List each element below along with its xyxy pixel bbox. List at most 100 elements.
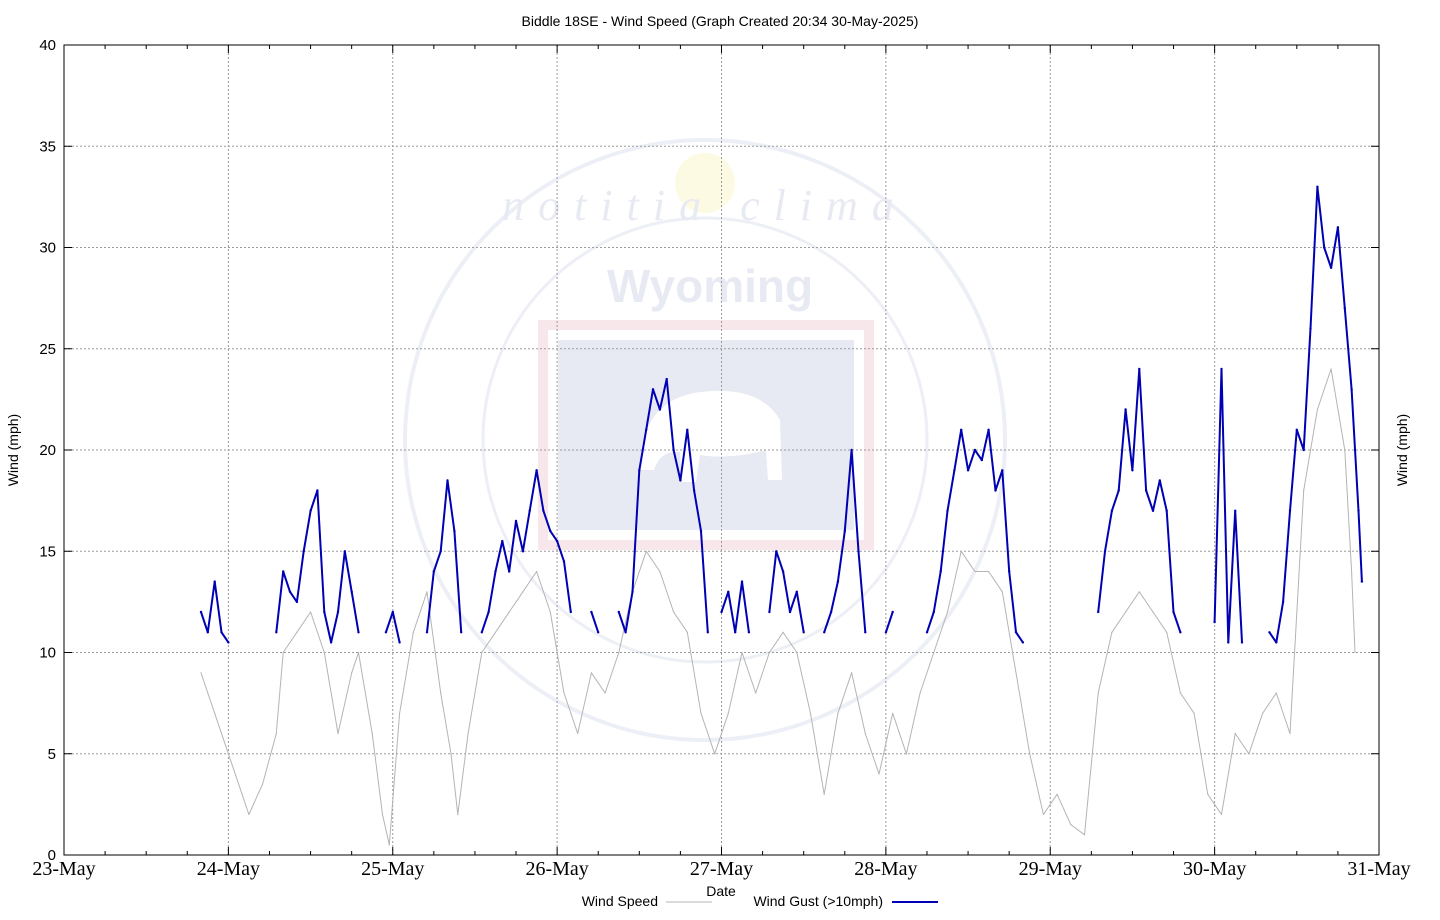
data-point	[227, 753, 229, 755]
data-point	[1281, 600, 1285, 604]
series-line-segment	[200, 580, 230, 643]
data-point	[809, 712, 812, 714]
data-point	[651, 388, 655, 391]
data-point	[734, 631, 737, 634]
data-point	[371, 732, 373, 735]
data-point	[508, 570, 511, 573]
watermark-seal: Wyoming notitia clima	[403, 138, 1007, 742]
data-point	[1234, 732, 1236, 735]
data-point	[946, 509, 949, 512]
data-point	[337, 732, 339, 735]
data-point	[343, 550, 346, 553]
data-point	[555, 539, 559, 543]
data-point	[501, 539, 504, 543]
data-point	[850, 448, 853, 452]
watermark-flag-border	[538, 320, 874, 550]
data-point	[381, 813, 384, 816]
data-point	[1111, 631, 1113, 633]
data-point	[788, 610, 792, 614]
data-point	[1268, 631, 1271, 634]
data-point	[1351, 570, 1353, 573]
data-point	[679, 479, 682, 482]
data-point	[1330, 368, 1332, 370]
data-point	[617, 610, 620, 614]
legend-label-wind-gust: Wind Gust (>10mph)	[753, 893, 883, 909]
data-point	[782, 631, 784, 633]
data-point	[645, 428, 648, 431]
data-point	[892, 712, 894, 714]
data-point	[747, 631, 751, 634]
data-point	[1158, 479, 1162, 482]
data-point	[487, 610, 490, 614]
data-point	[288, 590, 292, 593]
data-point	[1179, 631, 1182, 634]
wind-speed-series	[200, 368, 1356, 846]
data-point	[590, 672, 593, 674]
data-point	[1042, 813, 1044, 816]
data-point	[1248, 753, 1250, 755]
data-point	[248, 813, 250, 816]
data-point	[323, 651, 325, 654]
data-point	[1354, 651, 1356, 654]
data-point	[829, 610, 833, 614]
data-point	[891, 610, 894, 614]
data-point	[220, 631, 223, 634]
data-point	[384, 631, 388, 634]
data-point	[673, 611, 675, 613]
x-tick-label: 31-May	[1347, 858, 1410, 880]
data-point	[481, 651, 483, 654]
watermark-flag-field	[558, 340, 854, 530]
data-point	[925, 631, 929, 634]
data-point	[1110, 509, 1114, 512]
data-point	[1001, 591, 1003, 593]
series-line-segment	[275, 489, 360, 644]
data-point	[1144, 489, 1148, 492]
data-point	[536, 570, 538, 573]
data-point	[1336, 226, 1340, 229]
data-point	[336, 610, 340, 614]
data-point	[1275, 692, 1277, 694]
series-line-segment	[768, 550, 805, 633]
data-point	[1131, 469, 1134, 472]
data-point	[618, 651, 620, 654]
series-line-segment	[720, 580, 750, 634]
series-line-segment	[480, 469, 572, 633]
data-point	[1288, 509, 1292, 512]
data-point	[282, 570, 285, 573]
data-point	[562, 560, 566, 563]
y-tick-label: 35	[39, 138, 56, 155]
data-point	[549, 529, 552, 533]
data-point	[1309, 327, 1312, 330]
data-point	[295, 600, 299, 604]
data-point	[851, 672, 853, 674]
wind-gust-series	[199, 185, 1364, 644]
data-point	[323, 610, 326, 614]
data-point	[275, 631, 278, 634]
data-point	[1083, 834, 1086, 836]
y-tick-label: 40	[39, 37, 56, 54]
data-point	[302, 550, 305, 553]
data-point	[1213, 620, 1216, 624]
data-point	[1103, 550, 1107, 553]
data-point	[522, 591, 524, 593]
data-point	[426, 591, 428, 593]
data-point	[768, 610, 771, 614]
data-point	[563, 692, 565, 694]
data-point	[692, 489, 696, 492]
y-axis-ticks: 0 5 10 15 20 25 30 35 40	[39, 37, 1379, 864]
data-point	[1021, 641, 1025, 644]
data-point	[755, 692, 757, 694]
data-point	[919, 692, 921, 694]
data-point	[1015, 672, 1017, 674]
data-point	[207, 692, 209, 694]
data-point	[296, 631, 298, 633]
data-point	[569, 610, 572, 614]
data-point	[823, 793, 825, 795]
data-point	[624, 631, 627, 634]
data-point	[604, 692, 606, 694]
data-point	[440, 692, 442, 694]
data-point	[1029, 753, 1031, 755]
data-point	[714, 753, 716, 755]
data-point	[884, 631, 888, 634]
data-point	[768, 651, 771, 654]
